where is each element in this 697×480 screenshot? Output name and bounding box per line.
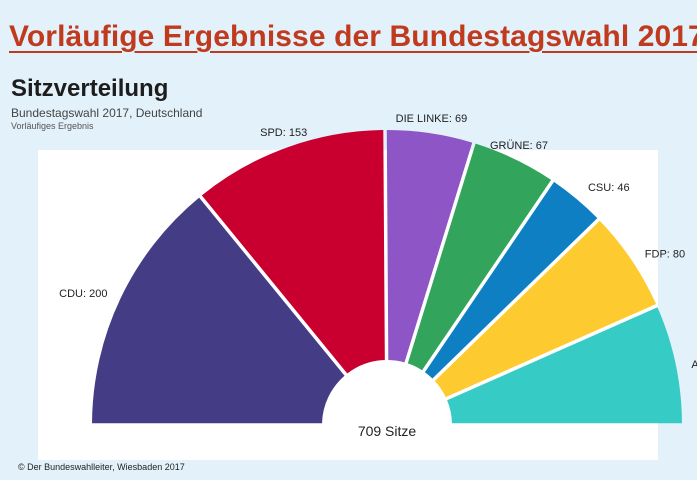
page-heading: Vorläufige Ergebnisse der Bundestagswahl…	[9, 20, 697, 53]
source-credit: © Der Bundeswahlleiter, Wiesbaden 2017	[18, 462, 185, 472]
seat-label-die-linke: DIE LINKE: 69	[396, 113, 468, 125]
seat-label-afd: AfD: 94	[691, 359, 697, 371]
chart-subtitle: Bundestagswahl 2017, Deutschland	[11, 106, 203, 120]
seat-label-csu: CSU: 46	[588, 182, 630, 194]
chart-title: Sitzverteilung	[11, 75, 169, 102]
seat-segment-gr-ne	[407, 143, 552, 371]
chart-panel: CDU: 200 SPD: 153 DIE LINKE: 69 GRÜNE: 67 CS…	[38, 113, 697, 460]
seat-segment-fdp	[434, 220, 657, 398]
parliament-chart: CDU: 200 SPD: 153 DIE LINKE: 69 GRÜNE: 67 CS…	[59, 113, 697, 439]
seat-label-cdu: CDU: 200	[59, 288, 107, 300]
total-seats-label: 709 Sitze	[358, 423, 417, 439]
seat-segment-cdu	[92, 197, 345, 424]
seat-segment-spd	[201, 130, 385, 374]
seat-segment-afd	[447, 307, 682, 424]
seat-label-spd: SPD: 153	[260, 127, 307, 139]
seat-segment-csu	[424, 181, 598, 379]
seat-segment-die-linke	[386, 130, 473, 363]
seat-label-gr-ne: GRÜNE: 67	[490, 140, 548, 152]
seat-label-fdp: FDP: 80	[645, 248, 685, 260]
chart-note: Vorläufiges Ergebnis	[11, 121, 94, 131]
